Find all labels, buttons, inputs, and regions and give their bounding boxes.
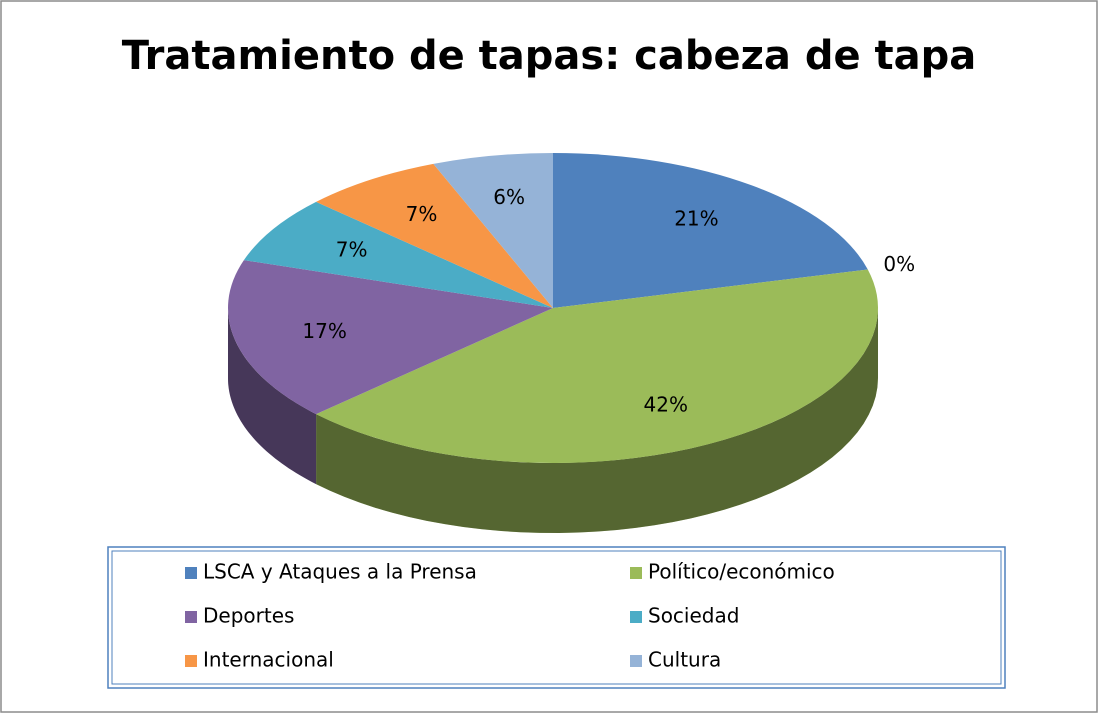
legend-label: Sociedad [648,604,739,628]
data-label: 6% [493,185,525,209]
legend-label: Deportes [203,604,294,628]
slice [553,153,868,308]
slice-side-shade [228,308,317,485]
legend-label: Cultura [648,648,721,672]
legend-swatch [185,611,197,623]
data-label: 42% [644,392,688,416]
slice [243,201,554,308]
data-label: 21% [674,206,718,230]
legend-box-inner [111,550,1002,685]
slice [228,260,554,415]
legend-box [107,546,1006,689]
legend-swatch [630,611,642,623]
slice-side [316,308,878,533]
legend-label: Internacional [203,648,334,672]
data-label: 0% [883,252,915,276]
legend-label: LSCA y Ataques a la Prensa [203,560,477,584]
legend-swatch [185,567,197,579]
slice [433,153,553,308]
data-label: 17% [302,319,346,343]
data-label: 7% [406,202,438,226]
legend-swatch [185,655,197,667]
slice [316,269,878,463]
data-label: 7% [336,238,368,262]
chart-title: Tratamiento de tapas: cabeza de tapa [122,33,977,79]
slice-side-shade [316,308,878,533]
legend-swatch [630,567,642,579]
legend-swatch [630,655,642,667]
legend-label: Político/económico [648,560,835,584]
slice-side [228,308,317,485]
slice [316,163,553,308]
